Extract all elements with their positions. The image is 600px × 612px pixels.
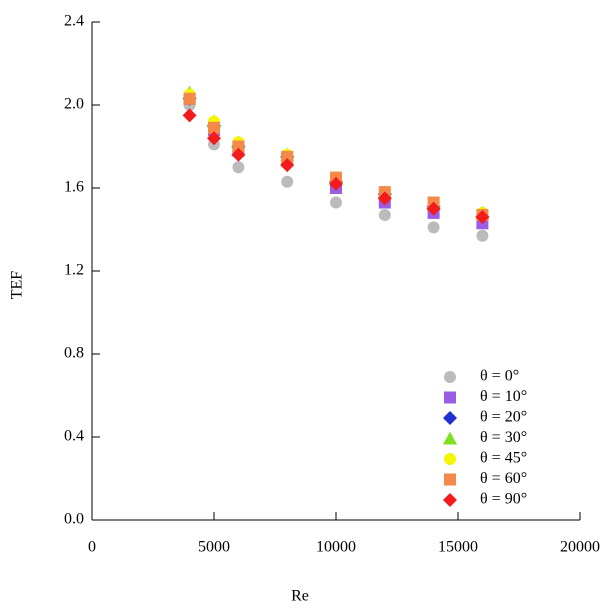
x-tick-label: 10000: [316, 539, 356, 556]
data-point: [231, 147, 246, 162]
data-point: [476, 229, 489, 242]
legend-label: θ = 45°: [480, 450, 527, 467]
y-tick-label: 1.2: [64, 262, 84, 279]
legend-marker: [443, 431, 457, 445]
data-point: [475, 210, 490, 225]
y-axis-label: TEF: [9, 271, 26, 300]
data-point: [378, 208, 391, 221]
data-point: [329, 176, 343, 191]
data-point: [208, 121, 220, 134]
legend-marker: [444, 371, 456, 383]
x-tick-label: 5000: [198, 539, 230, 556]
legend-marker: [443, 411, 457, 425]
legend-marker: [443, 493, 457, 507]
data-point: [183, 92, 196, 105]
data-point: [232, 140, 245, 153]
legend-marker: [444, 391, 456, 404]
data-point: [281, 175, 294, 188]
legend-label: θ = 90°: [480, 491, 527, 508]
x-tick-label: 20000: [560, 539, 600, 556]
y-tick-label: 0.4: [64, 428, 84, 445]
y-tick-label: 2.0: [64, 96, 84, 113]
legend-label: θ = 20°: [480, 409, 527, 426]
legend-label: θ = 30°: [480, 429, 527, 446]
y-tick-label: 0.8: [64, 345, 84, 362]
legend-marker: [444, 453, 456, 465]
data-point: [232, 161, 245, 174]
data-point: [426, 201, 441, 216]
data-point: [330, 196, 342, 209]
data-point: [182, 108, 197, 123]
data-point: [281, 150, 294, 163]
y-tick-label: 2.4: [64, 13, 84, 30]
legend-marker: [444, 473, 456, 486]
data-point: [207, 131, 221, 146]
y-tick-label: 1.6: [64, 179, 84, 196]
x-tick-label: 15000: [438, 539, 478, 556]
legend-label: θ = 10°: [480, 388, 527, 405]
x-tick-label: 0: [88, 539, 96, 556]
y-tick-label: 0.0: [64, 511, 84, 528]
legend-label: θ = 60°: [480, 470, 527, 487]
x-axis-label: Re: [291, 588, 309, 605]
legend-label: θ = 0°: [480, 368, 519, 385]
data-point: [280, 158, 295, 173]
data-point: [427, 221, 440, 234]
data-point: [377, 191, 392, 206]
